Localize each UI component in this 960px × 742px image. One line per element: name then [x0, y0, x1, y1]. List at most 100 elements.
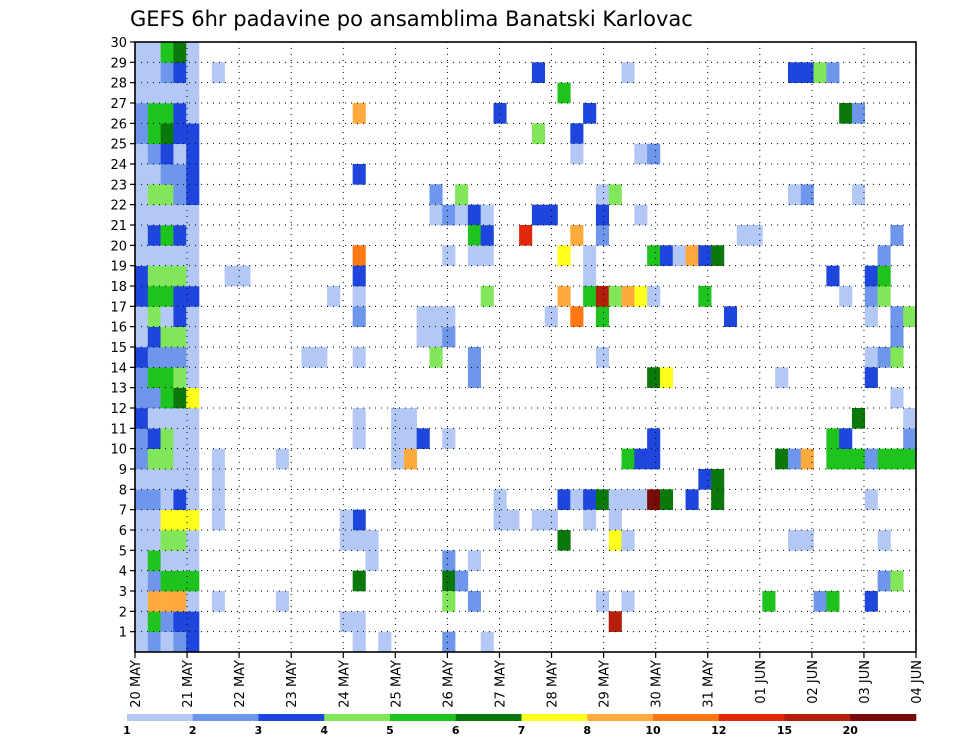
precip-cell [480, 225, 494, 246]
precip-cell [339, 509, 353, 531]
precip-cell [147, 448, 161, 470]
colorbar-label: 1 [123, 724, 131, 737]
precip-cell [339, 530, 353, 551]
precip-cell [173, 143, 187, 165]
precip-cell [186, 123, 200, 144]
precip-cell [365, 530, 379, 551]
colorbar-swatch [850, 714, 917, 721]
precip-cell [877, 347, 891, 368]
y-tick-label: 4 [119, 565, 127, 580]
precip-cell [173, 82, 187, 104]
y-tick-label: 23 [110, 178, 127, 193]
precip-cell [800, 62, 814, 83]
precip-cell [467, 225, 481, 246]
precip-cell [659, 367, 674, 388]
x-tick-label: 31 MAY [702, 660, 717, 708]
precip-cell [135, 245, 149, 266]
y-tick-label: 10 [110, 443, 127, 458]
precip-cell [211, 469, 225, 490]
precip-cell [634, 448, 648, 470]
precip-cell [211, 509, 225, 531]
precip-cell [352, 265, 366, 287]
precip-cell [160, 408, 174, 429]
y-tick-label: 2 [119, 605, 127, 620]
precip-cell [903, 428, 917, 449]
precip-cell [173, 62, 187, 83]
precip-cell [864, 367, 878, 388]
colorbar-label: 5 [386, 724, 394, 737]
precip-cell [595, 204, 610, 226]
precip-cell [480, 631, 494, 653]
precip-cell [839, 448, 853, 470]
colorbar-swatch [521, 714, 588, 721]
precip-cell [608, 489, 622, 510]
precip-cell [698, 286, 712, 307]
precip-cell [314, 347, 328, 368]
precip-cell [544, 509, 558, 531]
precip-cell [135, 509, 149, 531]
precip-cell [531, 123, 545, 144]
precip-cell [877, 530, 891, 551]
y-tick-label: 24 [110, 158, 127, 173]
precip-cell [839, 428, 853, 449]
precip-cell [634, 204, 648, 226]
precip-cell [147, 123, 161, 144]
precip-cell [608, 530, 622, 551]
precip-cell [160, 367, 174, 388]
precip-cell [647, 428, 661, 449]
precip-cell [352, 245, 366, 266]
precip-cell [826, 428, 840, 449]
precip-cell [903, 448, 917, 470]
y-tick-label: 29 [110, 56, 127, 71]
dotted-grid [135, 42, 916, 652]
precip-cell [160, 591, 174, 612]
x-tick-label: 22 MAY [233, 660, 248, 708]
y-tick-label: 12 [110, 402, 127, 417]
precip-cell [736, 225, 750, 246]
precip-cell [173, 570, 187, 592]
y-tick-label: 21 [110, 219, 127, 234]
precip-cell [890, 570, 904, 592]
precip-cell [147, 509, 161, 531]
y-tick-label: 27 [110, 97, 127, 112]
y-tick-label: 28 [110, 77, 127, 92]
y-tick-label: 8 [119, 483, 127, 498]
precip-cell [621, 591, 635, 612]
precip-cell [557, 82, 571, 104]
precip-cell [147, 184, 161, 205]
precip-cell [173, 103, 187, 124]
y-tick-label: 1 [119, 626, 127, 641]
y-tick-label: 6 [119, 524, 127, 539]
precip-cell [647, 286, 661, 307]
chart-title: GEFS 6hr padavine po ansamblima Banatski… [130, 7, 693, 31]
precip-cell [903, 408, 917, 429]
precip-cell [493, 103, 507, 124]
precip-cell [634, 143, 648, 165]
precip-cell [135, 367, 149, 388]
precip-cell [403, 428, 417, 449]
precip-cell [135, 204, 149, 226]
precip-cell [135, 62, 149, 83]
precip-cell [595, 591, 610, 612]
precip-cell [826, 62, 840, 83]
precip-cell [442, 428, 456, 449]
precip-cell [877, 570, 891, 592]
y-tick-label: 20 [110, 239, 127, 254]
precip-cell [173, 631, 187, 653]
x-tick-label: 03 JUN [858, 660, 873, 704]
precip-cell [890, 306, 904, 327]
colorbar-swatch [718, 714, 785, 721]
precip-cell [442, 204, 456, 226]
precip-cell [147, 82, 161, 104]
precip-cell [160, 489, 174, 510]
precip-cell [429, 347, 443, 368]
precip-cell [135, 82, 149, 104]
precip-cell [301, 347, 315, 368]
precip-cell [147, 591, 161, 612]
precip-cell [160, 184, 174, 205]
colorbar-label: 7 [518, 724, 526, 737]
precip-cell [135, 530, 149, 551]
precip-cell [173, 204, 187, 226]
precip-cell [135, 469, 149, 490]
precip-cell [647, 143, 661, 165]
